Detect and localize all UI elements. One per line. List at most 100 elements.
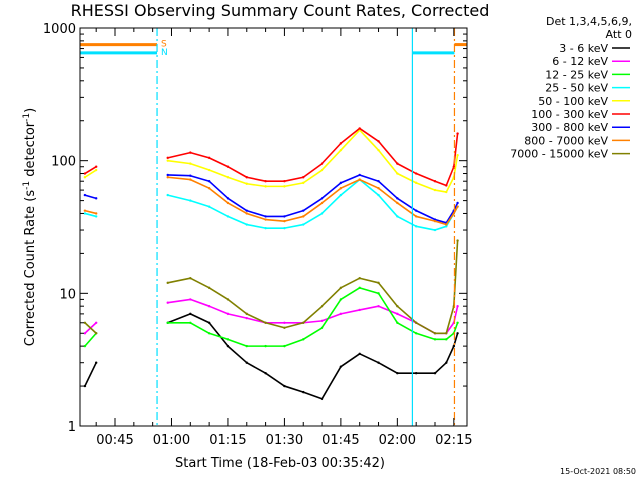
y-label-sup-1: -1 (22, 181, 32, 190)
data-point (189, 162, 192, 165)
data-point (414, 215, 418, 218)
data-point (207, 304, 211, 308)
data-point (433, 372, 437, 375)
data-point (245, 182, 248, 185)
data-point (207, 187, 211, 190)
data-point (283, 180, 286, 183)
data-point (433, 338, 437, 341)
data-point (189, 321, 192, 324)
data-point (358, 286, 361, 290)
series-line (167, 313, 459, 400)
data-point (94, 197, 98, 200)
y-label-sup-2: -1 (22, 113, 32, 122)
data-point (166, 193, 169, 197)
data-point (377, 292, 380, 295)
data-point (339, 286, 343, 290)
data-point (245, 223, 248, 226)
data-point (207, 205, 211, 208)
data-point (207, 156, 211, 160)
series-8 (83, 176, 459, 226)
data-point (339, 312, 343, 316)
data-point (189, 151, 192, 154)
data-point (320, 212, 324, 215)
data-point (189, 174, 192, 177)
data-point (283, 219, 286, 223)
data-point (83, 193, 87, 197)
data-point (283, 226, 286, 230)
series-line (84, 332, 97, 347)
data-point (189, 199, 192, 202)
data-point (377, 281, 380, 285)
y-tick-label: 1000 (43, 22, 76, 37)
data-point (283, 215, 286, 218)
data-point (377, 193, 380, 197)
data-point (226, 197, 230, 200)
flag-marker-s: S (161, 40, 167, 50)
data-point (245, 209, 248, 212)
data-point (83, 176, 87, 179)
data-point (226, 201, 230, 205)
chart-title: RHESSI Observing Summary Count Rates, Co… (71, 1, 490, 20)
overlay-layer: SN (80, 28, 467, 426)
data-point (396, 162, 399, 165)
data-point (433, 188, 437, 192)
data-point (245, 212, 248, 215)
series-2 (83, 298, 459, 335)
legend-label: 800 - 7000 keV (524, 134, 608, 147)
data-point (189, 277, 192, 280)
data-point (339, 142, 343, 145)
data-point (283, 185, 286, 188)
x-tick-label: 00:45 (96, 433, 133, 448)
data-point (94, 212, 98, 215)
data-point (189, 178, 192, 181)
x-tick-label: 02:15 (435, 433, 472, 448)
data-point (283, 326, 286, 329)
data-point (189, 298, 192, 301)
data-point (396, 372, 399, 375)
data-point (166, 281, 169, 285)
data-point (245, 312, 248, 316)
data-point (445, 223, 448, 226)
series-9 (83, 239, 459, 335)
data-point (83, 344, 87, 348)
data-point (226, 176, 230, 179)
series-layer (83, 127, 459, 401)
data-point (339, 148, 343, 152)
data-point (83, 321, 87, 324)
data-point (226, 298, 230, 301)
data-point (377, 304, 380, 308)
data-point (226, 312, 230, 316)
series-line (84, 169, 97, 178)
data-point (226, 165, 230, 168)
data-point (245, 176, 248, 179)
data-point (302, 390, 305, 394)
data-point (283, 321, 286, 324)
series-line (167, 178, 459, 231)
data-point (339, 181, 343, 185)
data-point (207, 332, 211, 335)
data-point (445, 332, 448, 335)
data-point (320, 304, 324, 308)
y-label-part-2: detector (23, 121, 38, 181)
data-point (377, 140, 380, 143)
data-point (320, 201, 324, 205)
series-line (84, 209, 97, 215)
data-point (302, 321, 305, 324)
x-axis-label: Start Time (18-Feb-03 00:35:42) (175, 456, 385, 471)
data-point (83, 384, 87, 388)
x-tick-label: 01:15 (209, 433, 246, 448)
timestamp: 15-Oct-2021 08:50 (560, 467, 636, 476)
data-point (414, 321, 418, 324)
data-point (264, 344, 267, 348)
data-point (166, 159, 169, 162)
data-point (226, 338, 230, 341)
data-point (320, 326, 324, 329)
data-point (94, 321, 98, 324)
y-tick-label: 10 (59, 287, 76, 302)
data-point (452, 212, 456, 215)
data-point (433, 228, 437, 232)
legend-label: 3 - 6 keV (559, 42, 608, 55)
data-point (433, 219, 437, 223)
data-point (166, 156, 169, 160)
